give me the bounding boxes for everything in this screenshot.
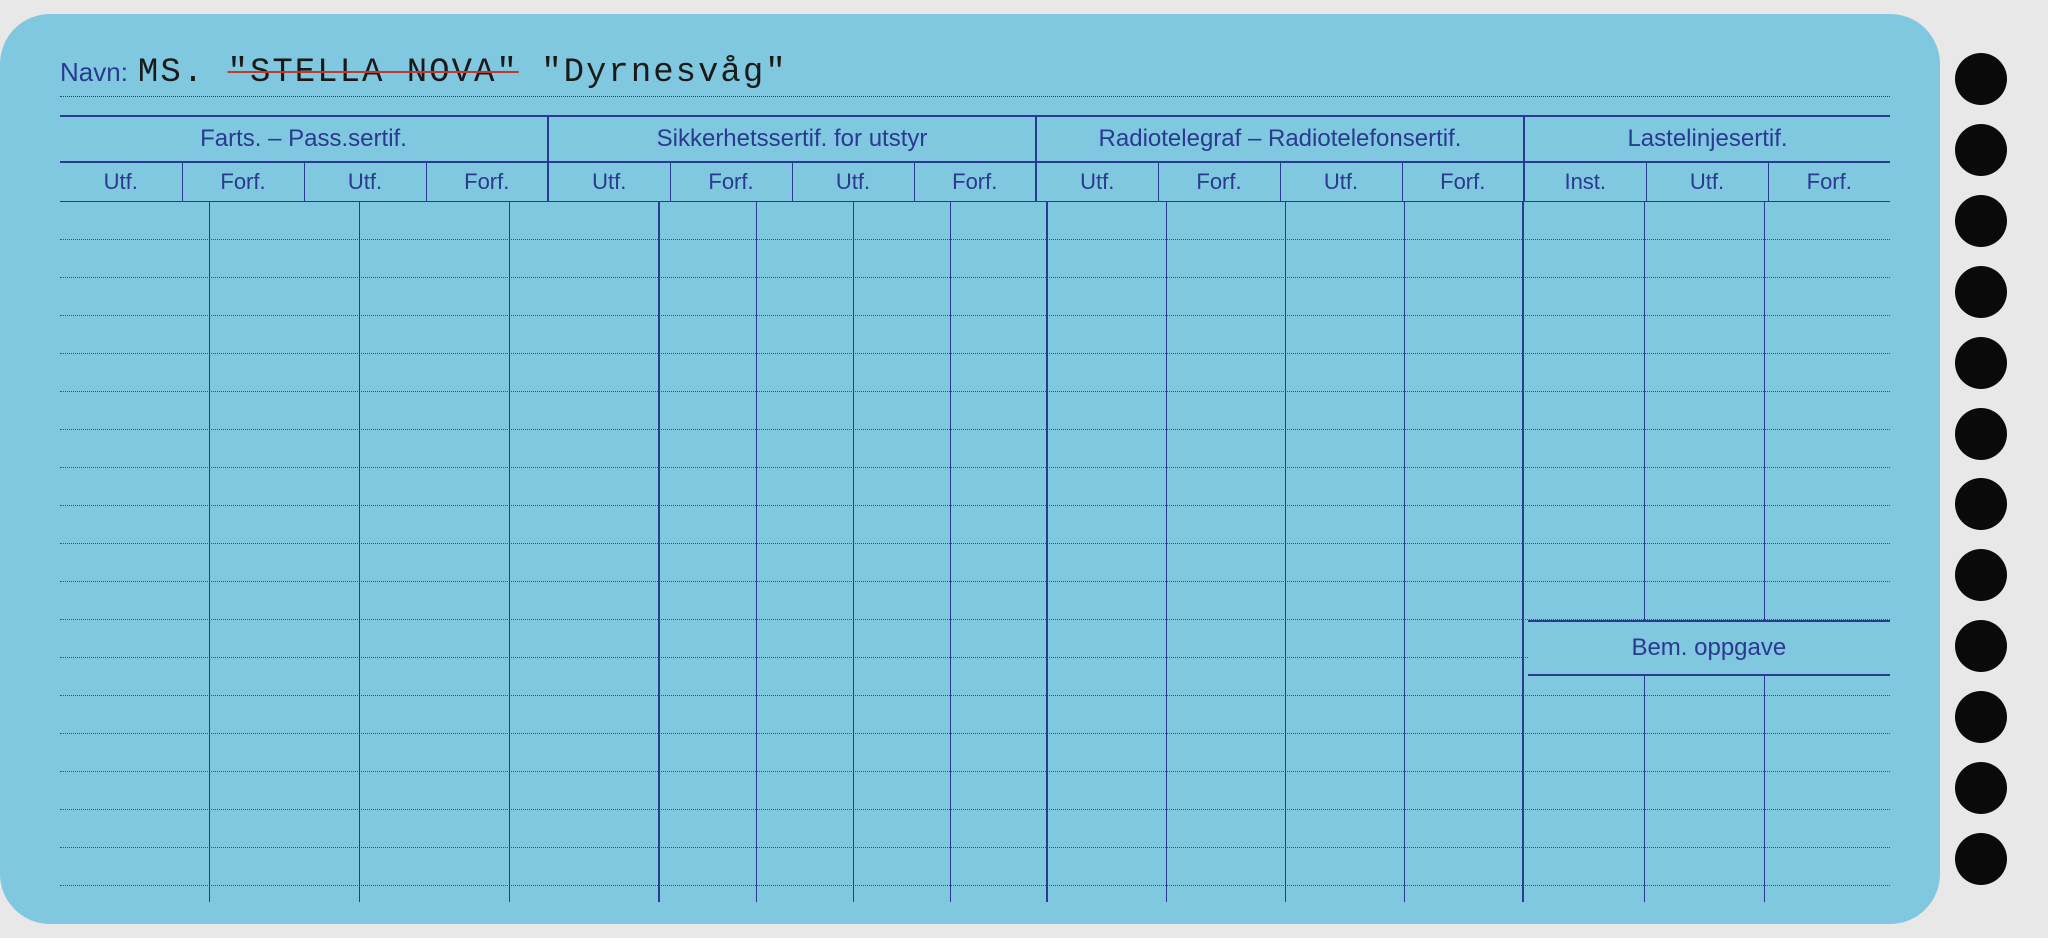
sub-header: Forf. <box>670 162 792 202</box>
column-divider <box>1286 202 1405 902</box>
column-divider <box>360 202 510 902</box>
column-divider <box>854 202 951 902</box>
name-prefix: MS. <box>138 54 205 92</box>
name-label: Navn: <box>60 57 128 88</box>
sub-header: Utf. <box>1036 162 1158 202</box>
sub-header: Forf. <box>426 162 548 202</box>
column-divider <box>210 202 360 902</box>
sub-header: Forf. <box>914 162 1036 202</box>
sub-header: Utf. <box>60 162 182 202</box>
sub-header: Utf. <box>1646 162 1768 202</box>
column-divider <box>757 202 854 902</box>
group-header: Radiotelegraf – Radiotelefonsertif. <box>1036 116 1524 162</box>
sub-header: Utf. <box>792 162 914 202</box>
column-divider <box>60 202 210 902</box>
binding-hole <box>1955 408 2007 460</box>
group-header: Farts. – Pass.sertif. <box>60 116 548 162</box>
column-divider <box>1167 202 1286 902</box>
binding-hole <box>1955 549 2007 601</box>
sub-header: Utf. <box>548 162 670 202</box>
name-value: MS. "STELLA NOVA" "Dyrnesvåg" <box>138 54 788 92</box>
sub-header: Utf. <box>1280 162 1402 202</box>
binding-hole <box>1955 53 2007 105</box>
column-divider <box>1645 202 1766 902</box>
page-container: Navn: MS. "STELLA NOVA" "Dyrnesvåg" Fart… <box>0 0 2048 938</box>
sub-header: Forf. <box>1402 162 1524 202</box>
table-body-grid: Bem. oppgave <box>60 202 1890 902</box>
group-header-row: Farts. – Pass.sertif.Sikkerhetssertif. f… <box>60 116 1890 162</box>
sub-header: Forf. <box>182 162 304 202</box>
cert-table: Farts. – Pass.sertif.Sikkerhetssertif. f… <box>60 115 1890 202</box>
column-divider <box>1048 202 1167 902</box>
sub-header: Forf. <box>1768 162 1890 202</box>
binding-hole <box>1955 762 2007 814</box>
sub-header: Inst. <box>1524 162 1646 202</box>
binding-holes <box>1955 14 2007 924</box>
sub-header: Forf. <box>1158 162 1280 202</box>
bem-oppgave-section: Bem. oppgave <box>1528 620 1890 676</box>
sub-header: Utf. <box>304 162 426 202</box>
name-struck: "STELLA NOVA" <box>228 54 519 92</box>
binding-hole <box>1955 195 2007 247</box>
column-divider <box>660 202 757 902</box>
group-header: Lastelinjesertif. <box>1524 116 1890 162</box>
column-divider <box>1524 202 1645 902</box>
binding-hole <box>1955 124 2007 176</box>
column-divider <box>1765 202 1886 902</box>
binding-hole <box>1955 266 2007 318</box>
sub-header-row: Utf.Forf.Utf.Forf.Utf.Forf.Utf.Forf.Utf.… <box>60 162 1890 202</box>
column-divider <box>510 202 660 902</box>
name-row: Navn: MS. "STELLA NOVA" "Dyrnesvåg" <box>60 54 1890 97</box>
vertical-lines <box>60 202 1890 902</box>
name-current: "Dyrnesvåg" <box>541 54 787 92</box>
column-divider <box>1405 202 1524 902</box>
bem-label: Bem. oppgave <box>1631 634 1786 661</box>
binding-hole <box>1955 337 2007 389</box>
table-head: Farts. – Pass.sertif.Sikkerhetssertif. f… <box>60 116 1890 202</box>
binding-hole <box>1955 691 2007 743</box>
binding-hole <box>1955 833 2007 885</box>
group-header: Sikkerhetssertif. for utstyr <box>548 116 1036 162</box>
binding-hole <box>1955 620 2007 672</box>
index-card: Navn: MS. "STELLA NOVA" "Dyrnesvåg" Fart… <box>0 14 1940 924</box>
binding-hole <box>1955 478 2007 530</box>
table-wrap: Farts. – Pass.sertif.Sikkerhetssertif. f… <box>60 115 1890 905</box>
column-divider <box>951 202 1048 902</box>
